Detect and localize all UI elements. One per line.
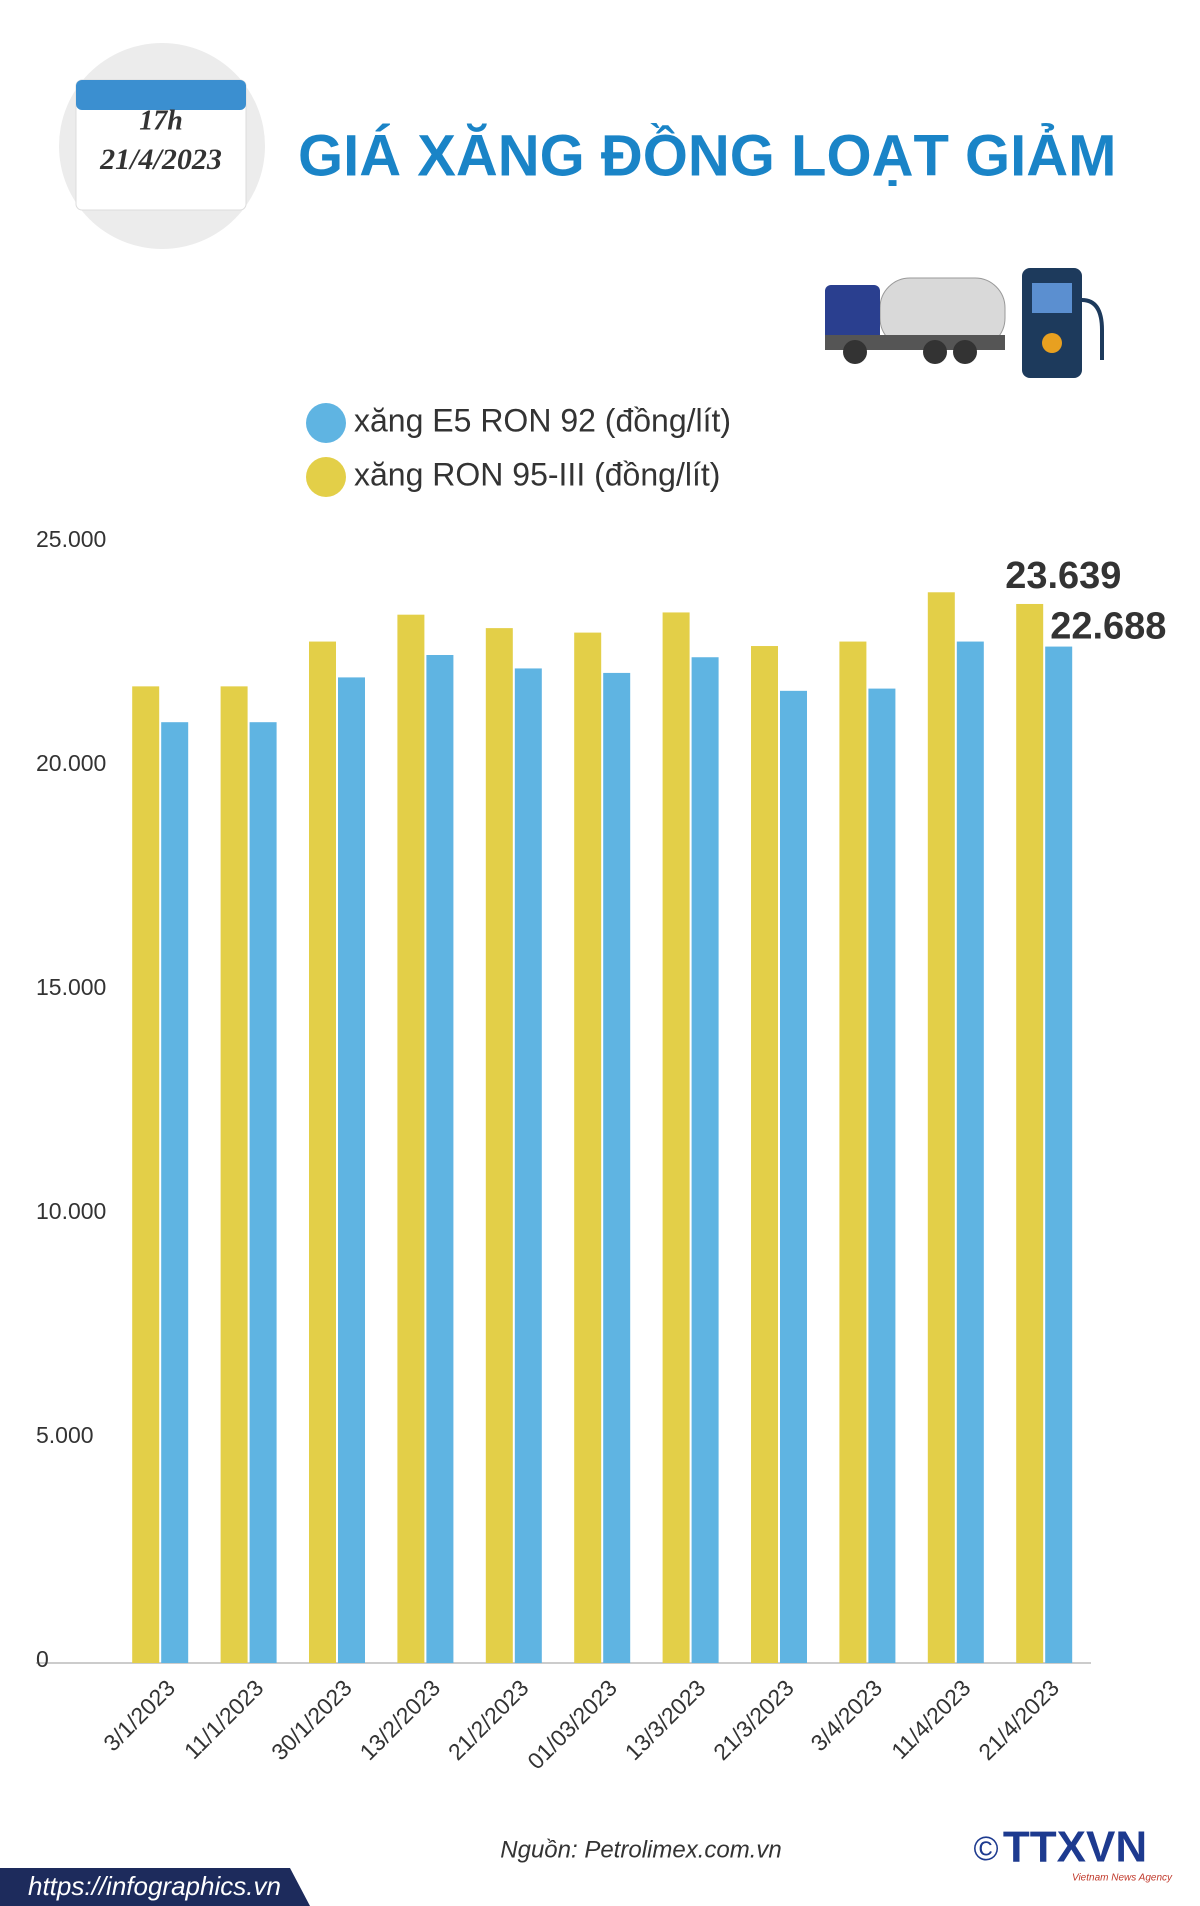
calendar-header bbox=[76, 80, 246, 110]
bar bbox=[751, 646, 778, 1663]
website: https://infographics.vn bbox=[28, 1871, 281, 1901]
y-tick-label: 5.000 bbox=[36, 1422, 94, 1448]
y-tick-label: 15.000 bbox=[36, 974, 106, 1000]
data-label: 22.688 bbox=[1050, 606, 1166, 648]
bar bbox=[485, 628, 513, 1663]
y-tick-label: 20.000 bbox=[36, 750, 106, 776]
bar bbox=[868, 688, 896, 1663]
calendar-date: 21/4/2023 bbox=[99, 143, 222, 176]
bar bbox=[956, 641, 984, 1663]
bar bbox=[574, 632, 602, 1663]
bar bbox=[691, 657, 719, 1663]
bar bbox=[426, 655, 454, 1663]
bar bbox=[1016, 603, 1044, 1663]
bar bbox=[514, 668, 542, 1663]
footer-bar bbox=[0, 1868, 310, 1906]
bar bbox=[249, 722, 277, 1663]
chart-title: GIÁ XĂNG ĐỒNG LOẠT GIẢM bbox=[298, 123, 1116, 188]
logo: TTXVN bbox=[1003, 1823, 1147, 1872]
data-label: 23.639 bbox=[1005, 555, 1121, 597]
bar bbox=[603, 672, 631, 1663]
truck-icon bbox=[825, 277, 1006, 364]
bar bbox=[1045, 646, 1073, 1663]
bar bbox=[161, 722, 189, 1663]
bar bbox=[780, 690, 807, 1663]
bar bbox=[309, 641, 336, 1663]
calendar-time: 17h bbox=[139, 105, 183, 136]
y-tick-label: 25.000 bbox=[36, 526, 106, 552]
y-tick-label: 10.000 bbox=[36, 1198, 106, 1224]
legend-label: xăng E5 RON 92 (đồng/lít) bbox=[354, 402, 731, 438]
pump-icon bbox=[1022, 268, 1104, 378]
bar bbox=[132, 686, 160, 1663]
bar bbox=[397, 614, 425, 1664]
bar bbox=[662, 612, 690, 1664]
source: Nguồn: Petrolimex.com.vn bbox=[500, 1836, 781, 1863]
copyright: © bbox=[973, 1830, 998, 1868]
legend-swatch bbox=[306, 457, 346, 497]
bar bbox=[839, 641, 867, 1663]
legend-swatch bbox=[306, 403, 346, 443]
logo-subtitle: Vietnam News Agency bbox=[1072, 1873, 1173, 1884]
y-tick-label: 0 bbox=[36, 1646, 49, 1672]
legend-label: xăng RON 95-III (đồng/lít) bbox=[354, 456, 720, 492]
bar bbox=[927, 592, 955, 1663]
bar bbox=[338, 677, 365, 1663]
bar bbox=[220, 686, 248, 1663]
